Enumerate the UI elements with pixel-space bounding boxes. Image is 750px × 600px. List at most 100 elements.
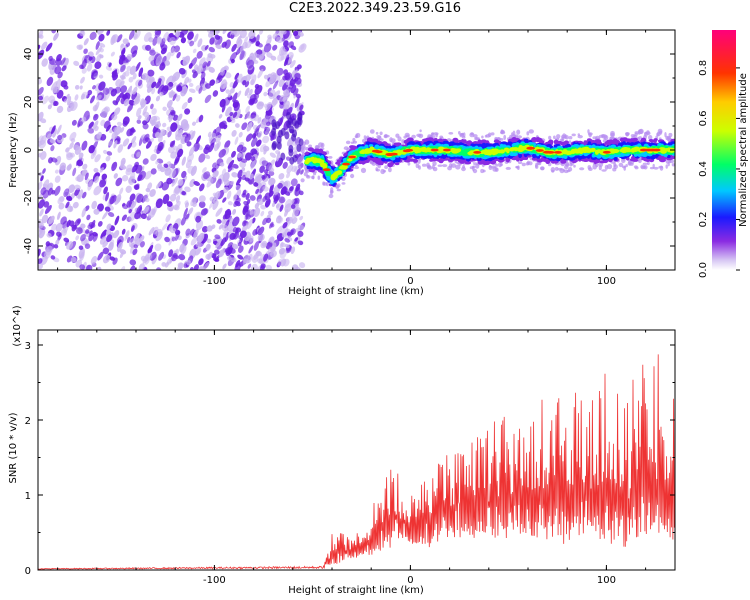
noise-speckle bbox=[207, 131, 212, 138]
noise-speckle bbox=[215, 239, 222, 248]
noise-speckle bbox=[138, 67, 144, 78]
noise-speckle bbox=[84, 243, 91, 249]
noise-speckle bbox=[38, 86, 44, 96]
noise-speckle bbox=[246, 121, 253, 132]
noise-speckle bbox=[63, 98, 68, 103]
noise-speckle bbox=[108, 62, 112, 68]
noise-speckle bbox=[189, 228, 195, 236]
signal-fringe bbox=[658, 137, 662, 140]
noise-speckle bbox=[124, 230, 129, 242]
noise-speckle bbox=[296, 144, 302, 152]
noise-speckle bbox=[169, 140, 175, 148]
signal-fringe bbox=[437, 164, 443, 167]
noise-speckle bbox=[168, 168, 177, 179]
noise-speckle bbox=[229, 232, 236, 240]
noise-speckle bbox=[257, 101, 262, 107]
signal-fringe bbox=[313, 171, 317, 176]
noise-speckle bbox=[168, 114, 175, 123]
signal-fringe bbox=[418, 133, 424, 139]
noise-speckle bbox=[196, 63, 204, 75]
noise-speckle bbox=[171, 110, 176, 117]
noise-speckle bbox=[71, 119, 77, 126]
noise-speckle bbox=[252, 229, 258, 236]
noise-speckle bbox=[129, 259, 137, 266]
noise-speckle bbox=[38, 181, 43, 191]
noise-speckle bbox=[254, 124, 261, 134]
noise-speckle bbox=[212, 170, 219, 178]
noise-speckle bbox=[243, 203, 250, 213]
noise-speckle bbox=[220, 68, 225, 76]
noise-speckle bbox=[120, 127, 125, 133]
signal-fringe bbox=[336, 188, 341, 192]
noise-speckle bbox=[244, 36, 249, 43]
noise-speckle bbox=[255, 139, 262, 147]
noise-speckle bbox=[66, 164, 72, 171]
noise-speckle bbox=[226, 190, 232, 200]
noise-speckle bbox=[76, 174, 84, 183]
noise-speckle bbox=[42, 179, 50, 190]
noise-speckle bbox=[195, 135, 202, 144]
noise-speckle bbox=[223, 124, 228, 130]
noise-speckle bbox=[240, 158, 248, 163]
noise-speckle bbox=[38, 111, 44, 122]
noise-speckle bbox=[252, 51, 257, 61]
noise-speckle bbox=[130, 45, 138, 55]
noise-speckle bbox=[300, 44, 305, 50]
noise-speckle bbox=[43, 201, 50, 208]
noise-speckle bbox=[265, 101, 272, 112]
noise-speckle bbox=[276, 67, 284, 76]
signal-fringe bbox=[306, 175, 311, 179]
signal-fringe bbox=[566, 169, 571, 173]
noise-speckle bbox=[168, 224, 173, 232]
noise-speckle bbox=[119, 187, 124, 195]
noise-speckle bbox=[254, 84, 263, 95]
noise-speckle bbox=[246, 111, 251, 119]
signal-fringe bbox=[303, 141, 307, 146]
noise-speckle bbox=[208, 66, 215, 73]
noise-speckle bbox=[291, 208, 300, 218]
noise-speckle bbox=[250, 263, 258, 270]
signal-fringe bbox=[335, 184, 340, 189]
signal-core bbox=[336, 159, 341, 164]
noise-speckle bbox=[76, 44, 83, 51]
noise-speckle bbox=[155, 55, 163, 66]
signal-fringe bbox=[415, 163, 420, 169]
noise-speckle bbox=[95, 40, 100, 50]
noise-speckle bbox=[115, 79, 123, 88]
noise-speckle bbox=[99, 236, 107, 245]
signal-fringe bbox=[587, 129, 590, 134]
noise-speckle bbox=[290, 198, 295, 205]
noise-speckle bbox=[230, 257, 237, 263]
noise-speckle bbox=[98, 81, 106, 91]
noise-speckle bbox=[293, 30, 299, 37]
noise-speckle bbox=[120, 164, 127, 170]
noise-speckle bbox=[278, 129, 283, 138]
noise-speckle bbox=[54, 155, 62, 166]
noise-speckle bbox=[245, 105, 250, 114]
noise-speckle bbox=[55, 86, 61, 94]
signal-fringe bbox=[455, 164, 461, 170]
noise-speckle bbox=[121, 72, 126, 81]
noise-speckle bbox=[134, 232, 140, 242]
noise-speckle bbox=[72, 201, 79, 209]
noise-speckle bbox=[256, 42, 263, 48]
noise-speckle bbox=[134, 238, 142, 247]
noise-speckle bbox=[242, 80, 247, 86]
noise-speckle bbox=[154, 121, 162, 128]
noise-speckle bbox=[224, 72, 232, 79]
noise-speckle bbox=[177, 129, 184, 138]
signal-fringe bbox=[363, 135, 367, 139]
signal-fringe bbox=[671, 163, 675, 167]
noise-speckle bbox=[142, 120, 148, 126]
noise-speckle bbox=[168, 89, 174, 98]
noise-speckle bbox=[156, 36, 162, 43]
signal-fringe bbox=[577, 135, 583, 139]
noise-speckle bbox=[74, 94, 79, 101]
noise-speckle bbox=[92, 85, 96, 90]
noise-speckle bbox=[161, 181, 170, 191]
signal-fringe bbox=[647, 161, 650, 166]
signal-core bbox=[648, 142, 656, 146]
noise-speckle bbox=[144, 170, 152, 180]
noise-speckle bbox=[243, 258, 250, 264]
noise-speckle bbox=[262, 185, 269, 192]
